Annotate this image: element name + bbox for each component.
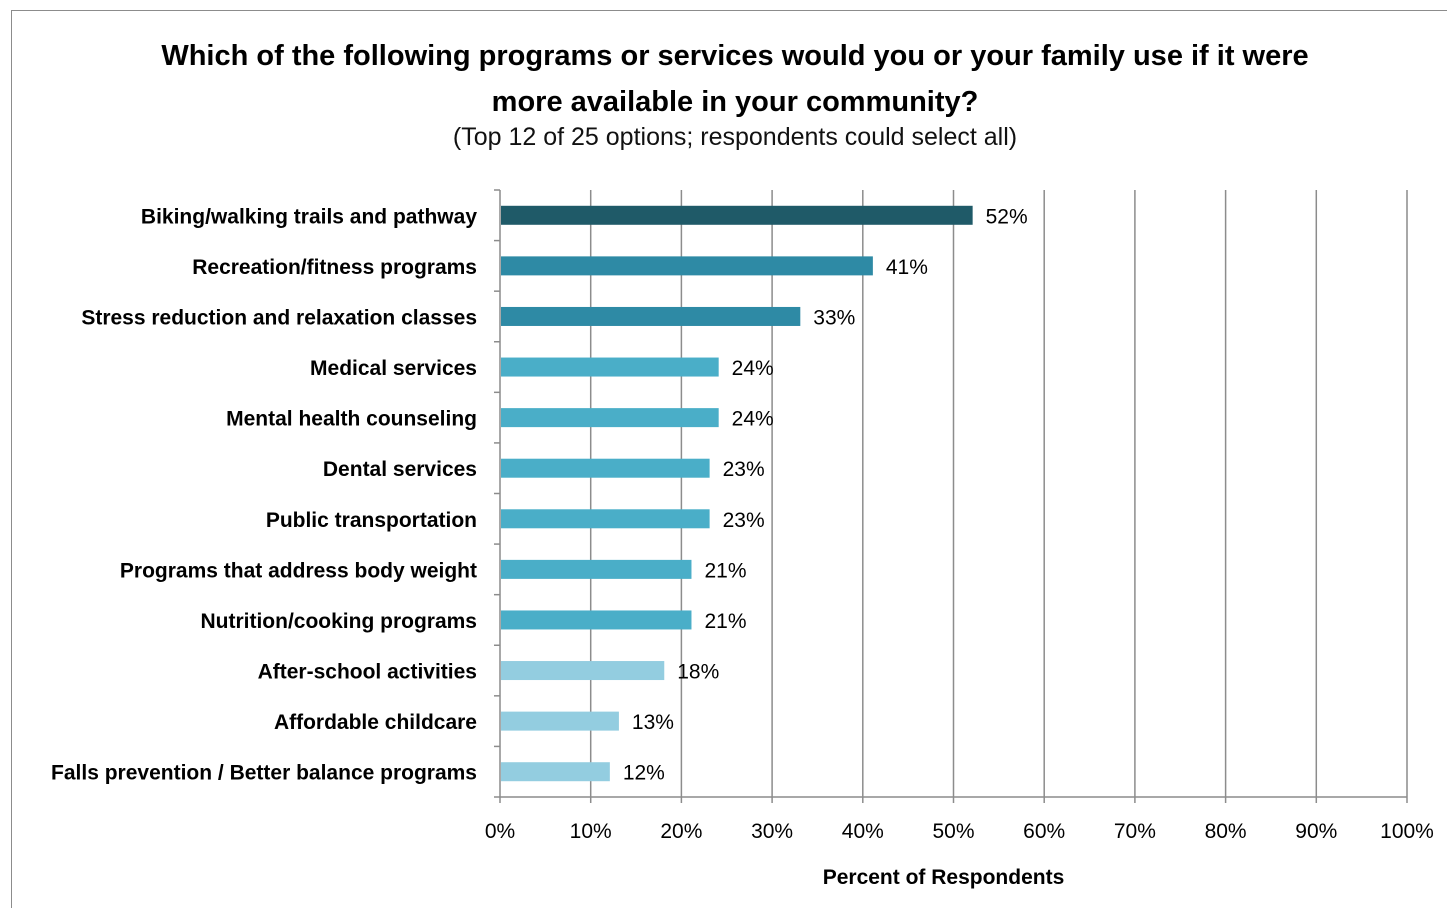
x-tick-label: 10% — [570, 820, 612, 843]
x-axis-title: Percent of Respondents — [823, 866, 1065, 889]
chart-subtitle: (Top 12 of 25 options; respondents could… — [452, 123, 1018, 151]
bar — [501, 711, 619, 731]
category-label: Biking/walking trails and pathway — [141, 205, 477, 228]
category-label: Falls prevention / Better balance progra… — [51, 762, 477, 785]
data-label: 33% — [813, 306, 855, 329]
data-label: 24% — [732, 357, 774, 380]
bar — [501, 661, 665, 681]
data-label: 52% — [986, 205, 1028, 228]
category-label: Affordable childcare — [274, 711, 477, 734]
bar — [501, 762, 610, 782]
x-tick-label: 80% — [1205, 820, 1247, 843]
x-tick-label: 90% — [1295, 820, 1337, 843]
data-label: 41% — [886, 256, 928, 279]
x-tick-label: 70% — [1114, 820, 1156, 843]
data-label: 21% — [704, 610, 746, 633]
chart-frame — [11, 10, 1447, 908]
x-tick-label: 50% — [932, 820, 974, 843]
category-label: Public transportation — [266, 509, 477, 532]
data-label: 24% — [732, 408, 774, 431]
bar — [501, 408, 719, 428]
bar — [501, 458, 710, 478]
category-label: Stress reduction and relaxation classes — [81, 306, 477, 329]
data-label: 23% — [723, 458, 765, 481]
category-label: Recreation/fitness programs — [192, 256, 477, 279]
category-label: Nutrition/cooking programs — [200, 610, 477, 633]
x-tick-label: 20% — [660, 820, 702, 843]
category-label: Medical services — [310, 357, 477, 380]
bar — [501, 205, 973, 225]
category-label: After-school activities — [258, 661, 477, 684]
category-label: Mental health counseling — [226, 408, 477, 431]
data-label: 21% — [704, 559, 746, 582]
x-tick-label: 40% — [842, 820, 884, 843]
bar — [501, 357, 719, 377]
x-tick-label: 100% — [1380, 820, 1434, 843]
bar — [501, 256, 873, 276]
category-label: Programs that address body weight — [120, 559, 477, 582]
data-label: 18% — [677, 661, 719, 684]
bar — [501, 509, 710, 529]
x-tick-label: 0% — [485, 820, 515, 843]
bar — [501, 559, 692, 579]
data-label: 12% — [623, 762, 665, 785]
data-label: 13% — [632, 711, 674, 734]
bar — [501, 306, 801, 326]
bar — [501, 610, 692, 630]
x-tick-label: 60% — [1023, 820, 1065, 843]
x-tick-label: 30% — [751, 820, 793, 843]
category-label: Dental services — [323, 458, 477, 481]
data-label: 23% — [723, 509, 765, 532]
chart-title: Which of the following programs or servi… — [161, 40, 1309, 118]
